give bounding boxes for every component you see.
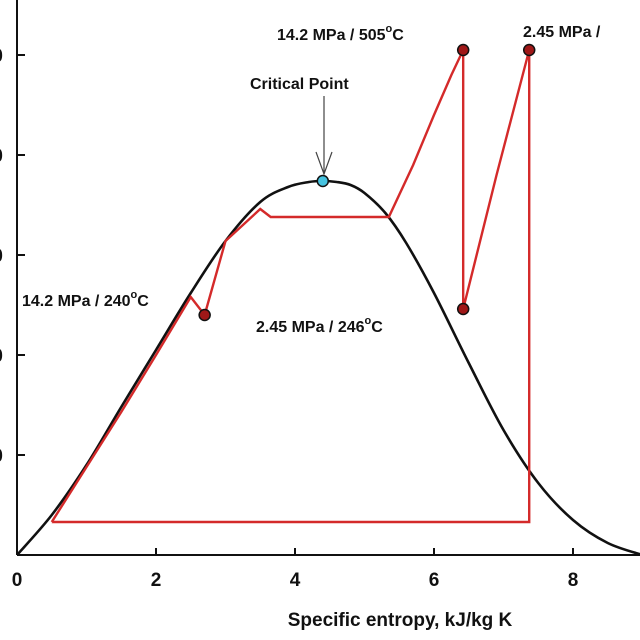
y-tick-label: 100 <box>0 446 3 467</box>
annotation-critical-point-text: Critical Point <box>250 76 349 93</box>
axes <box>16 0 640 556</box>
x-axis-title: Specific entropy, kJ/kg K <box>288 610 513 631</box>
saturation-dome-line <box>16 179 640 556</box>
annotation-14-2mpa-240c: 14.2 MPa / 240oC <box>22 289 149 310</box>
state-point-marker <box>456 43 470 57</box>
state-point-marker <box>522 43 536 57</box>
annotation-14-2mpa-240c-text: 14.2 MPa / 240 <box>22 293 131 310</box>
x-tick-label: 0 <box>12 570 23 591</box>
x-tick-label: 4 <box>290 570 301 591</box>
x-ticks <box>16 548 574 555</box>
critical-point-arrow-head <box>315 151 333 176</box>
degree-sup: o <box>386 23 393 35</box>
y-tick-label: 500 <box>0 46 3 67</box>
unit: C <box>392 27 404 44</box>
y-tick-labels: 100 200 300 400 500 <box>0 46 3 467</box>
critical-point-marker <box>316 174 330 188</box>
y-tick-label: 200 <box>0 346 3 367</box>
y-tick-label: 300 <box>0 246 3 267</box>
annotation-2-45mpa-246c-text: 2.45 MPa / 246 <box>256 319 365 336</box>
unit: C <box>371 319 383 336</box>
degree-sup: o <box>131 289 138 301</box>
x-tick-label: 6 <box>429 570 440 591</box>
unit: C <box>137 293 149 310</box>
x-tick-label: 2 <box>151 570 162 591</box>
annotation-14-2mpa-505c-text: 14.2 MPa / 505 <box>277 27 386 44</box>
state-point-marker <box>456 302 470 316</box>
x-tick-label: 8 <box>568 570 579 591</box>
annotation-2-45mpa-246c: 2.45 MPa / 246oC <box>256 315 383 336</box>
degree-sup: o <box>365 315 372 327</box>
cycle-line <box>50 49 531 524</box>
annotation-2-45mpa-top-text: 2.45 MPa / <box>523 24 601 41</box>
y-ticks <box>17 54 25 456</box>
annotation-14-2mpa-505c: 14.2 MPa / 505oC <box>277 23 404 44</box>
y-tick-label: 400 <box>0 146 3 167</box>
x-tick-labels: 0 2 4 6 8 <box>12 570 579 591</box>
state-points <box>198 43 536 322</box>
annotation-critical-point: Critical Point <box>250 76 349 93</box>
annotation-2-45mpa-top: 2.45 MPa / <box>523 24 601 41</box>
state-point-marker <box>198 308 211 322</box>
critical-point-arrow <box>315 96 333 176</box>
